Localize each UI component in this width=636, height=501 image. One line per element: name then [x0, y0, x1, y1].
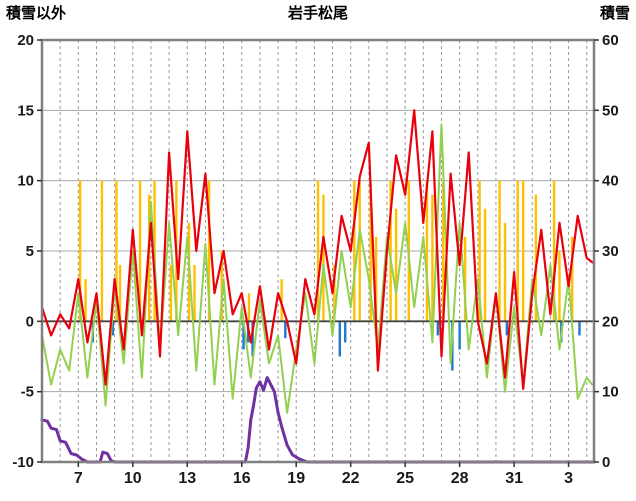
svg-text:22: 22 — [342, 470, 360, 487]
chart-title: 岩手松尾 — [287, 5, 348, 22]
svg-text:0: 0 — [26, 313, 34, 330]
svg-text:28: 28 — [451, 470, 469, 487]
right-axis-title: 積雪 — [599, 5, 630, 22]
svg-text:15: 15 — [17, 102, 34, 119]
svg-text:0: 0 — [602, 454, 610, 471]
svg-text:10: 10 — [124, 470, 142, 487]
svg-text:60: 60 — [602, 32, 619, 49]
svg-text:16: 16 — [233, 470, 251, 487]
svg-text:40: 40 — [602, 173, 619, 190]
svg-text:30: 30 — [602, 243, 619, 260]
svg-text:10: 10 — [17, 173, 34, 190]
left-axis-title: 積雪以外 — [6, 5, 67, 22]
svg-text:10: 10 — [602, 384, 619, 401]
svg-text:5: 5 — [26, 243, 34, 260]
svg-text:3: 3 — [564, 470, 573, 487]
svg-text:20: 20 — [17, 32, 34, 49]
svg-text:13: 13 — [178, 470, 196, 487]
svg-text:7: 7 — [74, 470, 83, 487]
svg-text:-10: -10 — [12, 454, 34, 471]
svg-text:50: 50 — [602, 102, 619, 119]
svg-text:19: 19 — [287, 470, 305, 487]
svg-text:-5: -5 — [21, 384, 34, 401]
svg-text:25: 25 — [396, 470, 414, 487]
svg-text:20: 20 — [602, 313, 619, 330]
svg-text:31: 31 — [505, 470, 523, 487]
